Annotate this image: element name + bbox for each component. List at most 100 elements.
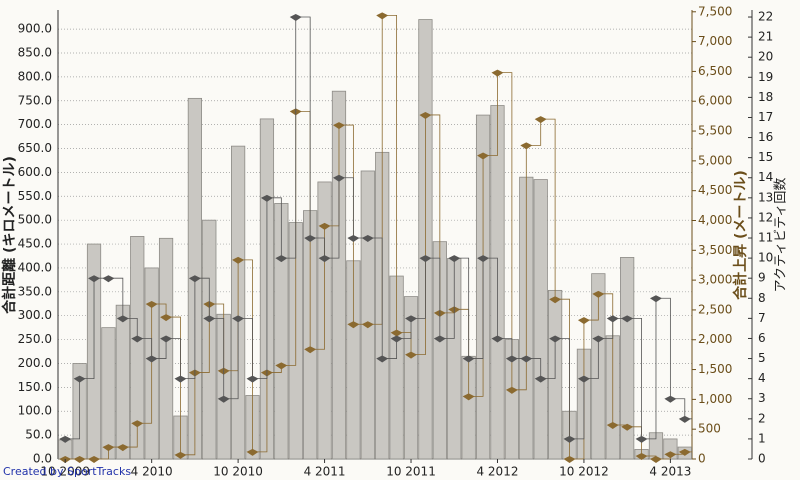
bar [331, 90, 347, 460]
marker [160, 335, 173, 343]
marker [174, 375, 187, 383]
y-tick-label: 100.0 [18, 404, 52, 418]
marker [246, 448, 259, 456]
y2-tick-label: 6,500 [698, 64, 732, 78]
y2-tick-label: 6,000 [698, 94, 732, 108]
marker [635, 453, 648, 461]
y3-tick-label: 0 [758, 452, 766, 466]
marker [592, 335, 605, 343]
y3-tick-label: 3 [758, 391, 766, 405]
y2-tick-label: 3,500 [698, 243, 732, 257]
marker [649, 456, 662, 463]
marker [462, 355, 475, 363]
y-tick-label: 250.0 [18, 332, 52, 346]
y-tick-label: 200.0 [18, 356, 52, 370]
y3-tick-label: 7 [758, 311, 766, 325]
marker [577, 317, 590, 325]
y-tick-label: 800.0 [18, 69, 52, 83]
marker [116, 444, 129, 452]
y3-tick-label: 4 [758, 371, 766, 385]
y2-tick-label: 3,000 [698, 273, 732, 287]
bar [620, 257, 635, 460]
bar [360, 170, 375, 460]
x-tick-label: 10 2011 [386, 465, 436, 479]
marker [606, 422, 619, 430]
y-tick-label: 650.0 [18, 141, 52, 155]
y-tick-label: 550.0 [18, 189, 52, 203]
marker [505, 386, 518, 394]
y3-tick-label: 6 [758, 331, 766, 345]
y-tick-label: 700.0 [18, 117, 52, 131]
x-tick-label: 4 2013 [649, 465, 691, 479]
marker [621, 423, 634, 431]
marker [664, 395, 677, 403]
marker [347, 321, 360, 329]
marker [217, 395, 230, 403]
marker [678, 448, 691, 456]
marker [477, 152, 490, 160]
y3-tick-label: 19 [758, 70, 773, 84]
marker [433, 335, 446, 343]
bar [533, 179, 548, 460]
bar [115, 304, 130, 460]
marker [563, 435, 576, 443]
y3-tick-label: 16 [758, 130, 773, 144]
y3-tick-label: 2 [758, 411, 766, 425]
marker [491, 335, 504, 343]
y3-tick-label: 21 [758, 30, 773, 44]
y2-tick-label: 0 [698, 452, 706, 466]
y-tick-label: 600.0 [18, 165, 52, 179]
marker [145, 300, 158, 308]
marker [376, 12, 389, 20]
y-tick-label: 300.0 [18, 308, 52, 322]
marker [318, 222, 331, 230]
marker [232, 256, 245, 264]
y3-tick-label: 1 [758, 431, 766, 445]
marker [59, 435, 72, 443]
y2-tick-label: 5,500 [698, 124, 732, 138]
marker [592, 290, 605, 298]
marker [188, 275, 201, 283]
y3-tick-label: 15 [758, 150, 773, 164]
marker [318, 255, 331, 263]
y3-tick-label: 5 [758, 351, 766, 365]
marker [491, 69, 504, 77]
y3-tick-label: 22 [758, 10, 773, 24]
marker [678, 415, 691, 423]
marker [419, 255, 432, 263]
marker [246, 375, 259, 383]
marker [304, 346, 317, 354]
marker [232, 315, 245, 323]
y3-tick-label: 14 [758, 170, 773, 184]
marker [448, 255, 461, 263]
y-tick-label: 0.0 [33, 452, 52, 466]
marker [275, 255, 288, 263]
marker [549, 296, 562, 304]
y-tick-label: 900.0 [18, 22, 52, 36]
y-tick-label: 450.0 [18, 237, 52, 251]
x-tick-label: 10 2012 [559, 465, 609, 479]
x-tick-label: 10 2009 [40, 465, 90, 479]
y2-tick-label: 2,500 [698, 302, 732, 316]
marker [390, 329, 403, 337]
y3-tick-label: 10 [758, 251, 773, 265]
marker [102, 275, 115, 283]
marker [405, 315, 418, 323]
step-line [65, 14, 692, 460]
marker [332, 122, 345, 130]
x-tick-label: 4 2011 [304, 465, 346, 479]
y3-tick-label: 13 [758, 190, 773, 204]
y-axis-label: 合計距離 (キロメートル) [1, 156, 18, 314]
y2-tick-label: 2,000 [698, 332, 732, 346]
y-tick-label: 50.0 [25, 428, 52, 442]
y2-tick-label: 1,000 [698, 392, 732, 406]
y3-tick-label: 20 [758, 50, 773, 64]
marker [304, 235, 317, 243]
x-tick-label: 10 2010 [213, 465, 263, 479]
marker [332, 174, 345, 182]
marker [88, 275, 101, 283]
y2-tick-label: 7,500 [698, 4, 732, 18]
y-tick-label: 750.0 [18, 93, 52, 107]
marker [577, 375, 590, 383]
